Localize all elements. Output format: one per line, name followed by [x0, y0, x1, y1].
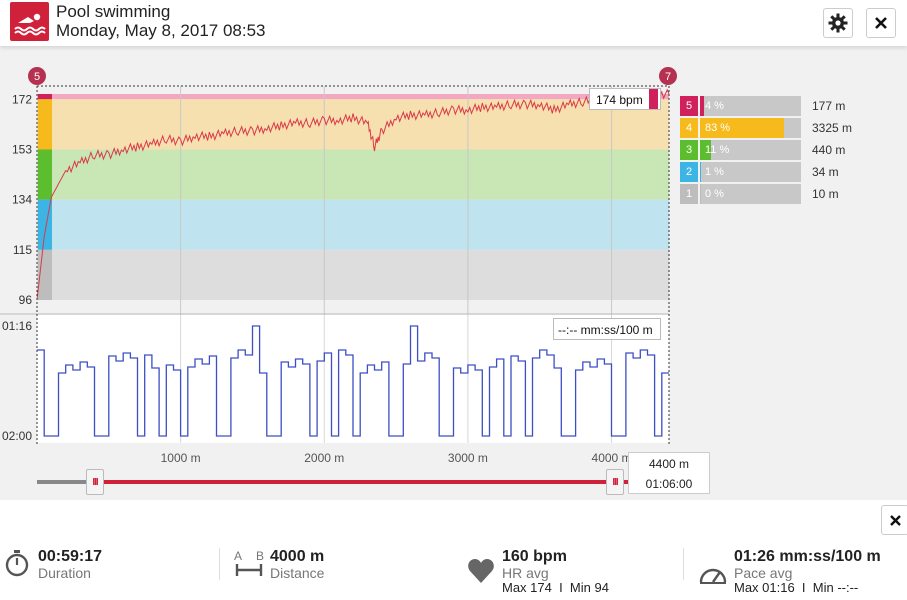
range-time: 01:06:00: [645, 477, 693, 491]
summary-panel: [0, 500, 907, 600]
close-icon: [875, 17, 887, 29]
zone-distance: 440 m: [812, 143, 846, 157]
hr-tooltip-text: 174 bpm: [596, 93, 643, 107]
x-tick: 3000 m: [448, 451, 488, 465]
heart-icon: [468, 559, 494, 583]
zone-number: 4: [680, 118, 698, 138]
hr-max-min: Max 174 I Min 94: [502, 580, 609, 595]
distance-label: Distance: [270, 565, 325, 581]
activity-datetime: Monday, May 8, 2017 08:53: [56, 21, 266, 40]
hr-tooltip-swatch: [649, 89, 658, 109]
pace-max-min: Max 01:16 I Min --:--: [734, 580, 859, 595]
start-marker-label: 5: [34, 71, 40, 83]
range-readout: 4400 m 01:06:00: [628, 452, 710, 494]
zone-percent: 0 %: [705, 188, 724, 200]
zone-band-5: [37, 94, 669, 100]
zone-row-5: 5 4 % 177 m: [680, 96, 880, 116]
range-slider-track-inactive: [37, 480, 95, 484]
zone-row-1: 1 0 % 10 m: [680, 184, 880, 204]
hr-y-tick: 134: [12, 193, 32, 207]
x-tick: 4000 m: [592, 451, 632, 465]
zone-percent: 1 %: [705, 166, 724, 178]
duration-value: 00:59:17: [38, 548, 103, 565]
zone-bar-fill: [700, 184, 701, 204]
distance-icon: A B: [234, 549, 264, 579]
zone-strip-5: [38, 94, 52, 100]
close-summary-button[interactable]: [881, 505, 907, 535]
zone-row-4: 4 83 % 3325 m: [680, 118, 880, 138]
settings-button[interactable]: [823, 8, 853, 38]
zone-number: 3: [680, 140, 698, 160]
zone-bar: 1 %: [700, 162, 801, 182]
zone-bar-fill: [700, 96, 705, 116]
start-marker[interactable]: [28, 67, 46, 85]
range-distance: 4400 m: [648, 457, 690, 471]
stopwatch-icon: [5, 550, 29, 577]
activity-header: Pool swimming Monday, May 8, 2017 08:53: [0, 0, 907, 46]
pace-avg-value: 01:26 mm:ss/100 m: [734, 548, 881, 565]
divider: [683, 548, 684, 580]
zone-bar-fill: [700, 140, 712, 160]
x-tick: 2000 m: [304, 451, 344, 465]
grip-icon: III: [92, 476, 98, 488]
zone-band-1: [37, 249, 669, 300]
pace-y-tick: 02:00: [2, 429, 32, 443]
zone-bar-fill: [700, 118, 784, 138]
x-tick: 1000 m: [161, 451, 201, 465]
gear-icon: [828, 13, 848, 33]
zone-bar-fill: [700, 162, 701, 182]
pace-line: [37, 325, 669, 437]
hr-y-tick: 115: [13, 243, 32, 257]
zone-strip-4: [38, 99, 52, 150]
hr-line: [36, 88, 670, 301]
zone-band-4: [37, 99, 669, 150]
close-button[interactable]: [866, 8, 896, 38]
zone-row-2: 2 1 % 34 m: [680, 162, 880, 182]
zone-bar: 0 %: [700, 184, 801, 204]
zone-number: 5: [680, 96, 698, 116]
distance-value: 4000 m: [270, 548, 325, 565]
hr-y-tick: 172: [12, 92, 32, 106]
zone-bar: 83 %: [700, 118, 801, 138]
end-marker[interactable]: [659, 67, 677, 85]
zone-band-2: [37, 199, 669, 250]
zone-percent: 11 %: [705, 144, 730, 156]
hr-y-tick: 96: [19, 293, 33, 307]
zone-strip-3: [38, 149, 52, 200]
hr-avg-value: 160 bpm: [502, 548, 567, 565]
pace-avg-label: Pace avg: [734, 565, 793, 581]
zone-distance: 3325 m: [812, 121, 853, 135]
zone-distance: 177 m: [812, 99, 846, 113]
zone-percent: 4 %: [705, 100, 724, 112]
activity-title: Pool swimming: [56, 2, 171, 21]
duration-label: Duration: [38, 565, 91, 581]
zone-distance: 34 m: [812, 165, 839, 179]
distance-icon-a: A: [234, 549, 243, 563]
pace-tooltip: --:-- mm:ss/100 m: [553, 318, 661, 340]
zone-percent: 83 %: [705, 122, 731, 134]
zone-bar: 11 %: [700, 140, 801, 160]
zone-row-3: 3 11 % 440 m: [680, 140, 880, 160]
zone-number: 2: [680, 162, 698, 182]
pace-y-tick: 01:16: [2, 319, 32, 333]
hr-y-tick: 153: [12, 142, 32, 156]
activity-chart: 172 153 134 115 96 01:16 02:00 1000 m 2000 m 30…: [0, 67, 677, 465]
swimmer-icon: [10, 2, 49, 41]
zone-distance: 10 m: [812, 187, 839, 201]
speedometer-icon: [699, 568, 727, 584]
range-start-handle[interactable]: III: [86, 469, 104, 495]
close-icon: [889, 514, 901, 526]
hr-tooltip: 174 bpm: [589, 88, 661, 110]
hr-avg-label: HR avg: [502, 565, 549, 581]
range-slider-track[interactable]: [37, 480, 629, 484]
zone-bar: 4 %: [700, 96, 801, 116]
zone-band-3: [37, 149, 669, 200]
distance-icon-b: B: [256, 549, 265, 563]
divider: [219, 548, 220, 580]
grip-icon: III: [612, 476, 618, 488]
zone-number: 1: [680, 184, 698, 204]
end-marker-label: 7: [665, 71, 671, 83]
range-end-handle[interactable]: III: [606, 469, 624, 495]
pace-tooltip-text: --:-- mm:ss/100 m: [558, 323, 653, 337]
